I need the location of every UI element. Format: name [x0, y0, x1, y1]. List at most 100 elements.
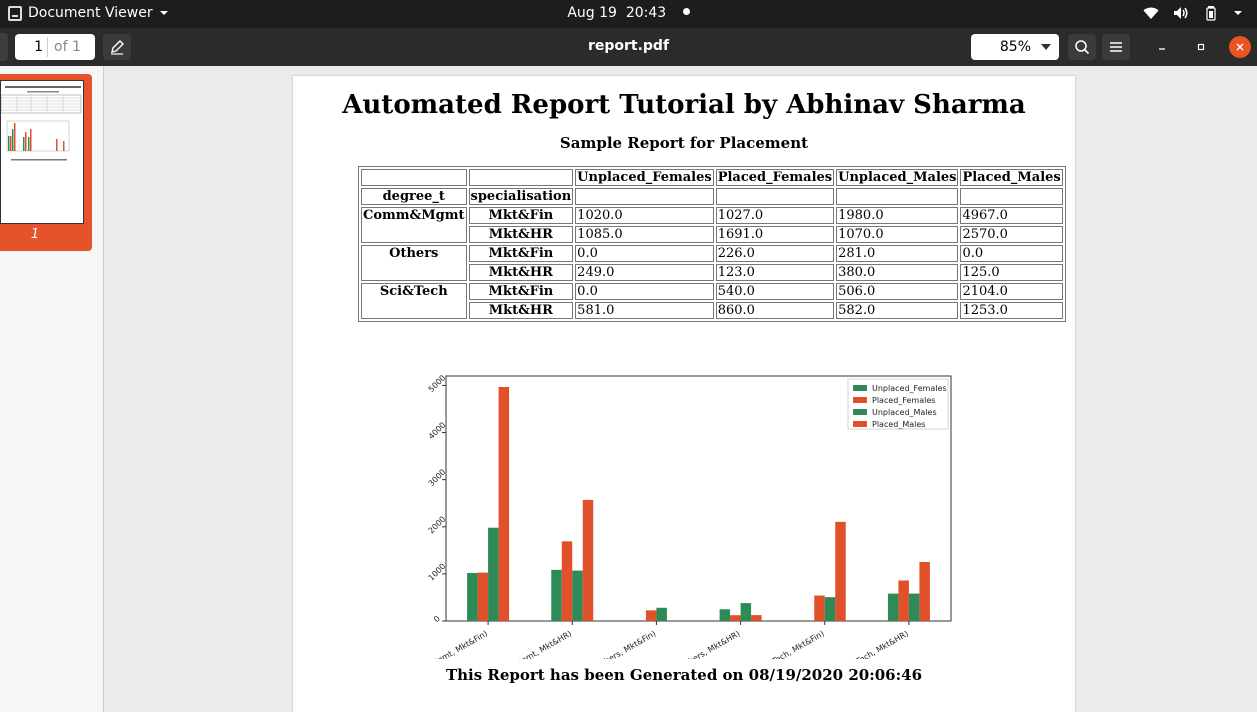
value-cell: 581.0 — [575, 302, 714, 319]
bar — [751, 615, 762, 621]
chevron-down-icon — [159, 11, 168, 15]
document-viewer-icon — [8, 5, 22, 21]
value-cell: 860.0 — [715, 302, 835, 319]
value-cell: 1980.0 — [836, 207, 959, 224]
system-top-bar: Document Viewer Aug 19 20:43 — [0, 0, 1257, 28]
value-cell: 506.0 — [836, 283, 959, 300]
search-icon — [1075, 40, 1090, 55]
bar — [908, 593, 920, 621]
system-tray[interactable] — [1143, 5, 1243, 21]
bar — [572, 570, 583, 621]
bar — [824, 597, 836, 621]
index-name-header: degree_t — [361, 188, 467, 205]
zoom-selector[interactable]: 85% — [971, 34, 1059, 60]
bar — [551, 569, 562, 621]
value-cell: 540.0 — [715, 283, 835, 300]
value-cell: 582.0 — [836, 302, 959, 319]
y-tick-label: 4000 — [427, 420, 448, 441]
close-button[interactable] — [1229, 36, 1251, 58]
bar — [887, 593, 899, 621]
bar — [582, 499, 594, 621]
search-button[interactable] — [1068, 34, 1096, 60]
battery-icon[interactable] — [1203, 5, 1219, 21]
minimize-button[interactable] — [1151, 36, 1173, 58]
legend-label: Unplaced_Females — [872, 384, 947, 393]
table-row: Comm&Mgmt Mkt&Fin 1020.0 1027.0 1980.0 4… — [361, 207, 1063, 243]
x-tick-label: (Comm&Mgmt, Mkt&Fin) — [399, 629, 489, 659]
minimize-icon — [1159, 48, 1165, 50]
thumbnail-page-number: 1 — [30, 227, 40, 242]
clock-time[interactable]: 20:43 — [625, 5, 667, 21]
report-footer: This Report has been Generated on 08/19/… — [445, 666, 923, 684]
column-header: Placed_Males — [960, 169, 1063, 186]
bar — [488, 527, 499, 621]
y-tick-label: 0 — [432, 614, 442, 624]
maximize-icon — [1197, 43, 1205, 51]
page-thumbnail[interactable]: 1 — [0, 74, 92, 251]
bar — [740, 603, 752, 621]
annotate-button[interactable] — [103, 34, 131, 60]
bar — [656, 607, 667, 621]
table-corner-cell — [361, 169, 467, 186]
chevron-down-icon[interactable] — [1233, 9, 1243, 17]
placement-bar-chart: 0 1000 2000 3000 4000 5000 (Comm&Mgmt, Mkt&Fin… — [399, 373, 952, 659]
bar — [467, 572, 478, 621]
hamburger-menu-icon — [1110, 42, 1122, 52]
chevron-down-icon — [1041, 44, 1051, 50]
bar — [645, 610, 657, 621]
value-cell: 1027.0 — [715, 207, 835, 224]
legend-swatch — [853, 409, 867, 415]
bar — [477, 572, 489, 621]
x-tick-label: (Sci&Tech, Mkt&HR) — [836, 629, 909, 659]
specialisation-cell: Mkt&HR — [468, 264, 574, 281]
sidebar-toggle-button[interactable] — [0, 33, 8, 61]
thumbnail-sidebar: 1 — [0, 66, 104, 712]
empty-cell — [715, 188, 835, 205]
app-menu[interactable]: Document Viewer — [8, 5, 169, 21]
specialisation-cell: Mkt&HR — [468, 302, 574, 319]
empty-cell — [960, 188, 1063, 205]
value-cell: 4967.0 — [960, 207, 1063, 224]
column-header: Unplaced_Females — [575, 169, 714, 186]
menu-button[interactable] — [1102, 34, 1130, 60]
x-tick-label: (Sci&Tech, Mkt&Fin) — [752, 629, 825, 659]
specialisation-cell: Mkt&Fin — [468, 245, 574, 262]
specialisation-cell: Mkt&Fin — [468, 283, 574, 300]
value-cell: 123.0 — [715, 264, 835, 281]
empty-cell — [836, 188, 959, 205]
legend-swatch — [853, 397, 867, 403]
table-header-row: Unplaced_Females Placed_Females Unplaced… — [361, 169, 1063, 186]
y-tick-label: 2000 — [427, 515, 448, 536]
page-number-input[interactable] — [15, 34, 47, 60]
page-selector: of 1 — [15, 34, 95, 60]
value-cell: 0.0 — [575, 283, 714, 300]
bar — [561, 541, 573, 621]
placement-table: Unplaced_Females Placed_Females Unplaced… — [358, 166, 1066, 322]
value-cell: 2570.0 — [960, 226, 1063, 243]
y-tick-label: 3000 — [427, 468, 448, 489]
document-view[interactable]: Automated Report Tutorial by Abhinav Sha… — [105, 66, 1257, 712]
x-tick-label: (Others, Mkt&Fin) — [592, 629, 658, 659]
bar — [898, 580, 909, 621]
index-name-header: specialisation — [468, 188, 574, 205]
y-tick-label: 5000 — [427, 373, 448, 394]
zoom-value: 85% — [999, 39, 1031, 55]
bar — [719, 609, 731, 621]
notification-dot-icon — [682, 8, 690, 15]
value-cell: 1691.0 — [715, 226, 835, 243]
y-tick-label: 1000 — [427, 562, 448, 583]
wifi-icon[interactable] — [1143, 5, 1159, 21]
specialisation-cell: Mkt&Fin — [468, 207, 574, 224]
maximize-button[interactable] — [1190, 36, 1212, 58]
x-tick-label: (Others, Mkt&HR) — [676, 629, 742, 659]
page-total-label: of 1 — [54, 39, 81, 55]
table-row: Mkt&HR 249.0 123.0 380.0 125.0 — [361, 264, 1063, 281]
document-title: report.pdf — [0, 38, 1257, 54]
table-row: Mkt&HR 1085.0 1691.0 1070.0 2570.0 — [361, 226, 1063, 243]
close-icon — [1236, 43, 1244, 51]
clock-date[interactable]: Aug 19 — [567, 5, 617, 21]
bar — [835, 521, 846, 621]
volume-icon[interactable] — [1173, 5, 1189, 21]
specialisation-cell: Mkt&HR — [468, 226, 574, 243]
legend-label: Unplaced_Males — [872, 408, 937, 417]
